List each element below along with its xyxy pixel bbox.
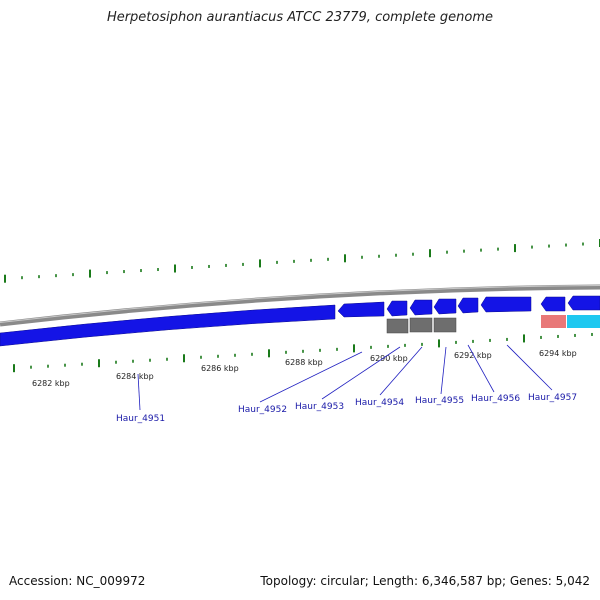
- scale-label: 6288 kbp: [285, 358, 323, 367]
- forward-gene-arrow[interactable]: [409, 299, 433, 316]
- gene-label-line: [440, 346, 447, 395]
- scale-label: 6294 kbp: [539, 349, 577, 358]
- gene-label-line: [321, 346, 401, 400]
- scale-label: 6292 kbp: [454, 351, 492, 360]
- gene-label-line: [379, 346, 423, 396]
- gray-feature-block[interactable]: [409, 317, 433, 333]
- forward-gene-arrow[interactable]: [540, 296, 566, 312]
- inner-tick-track: [13, 332, 593, 373]
- gene-label-line: [137, 373, 141, 411]
- gray-feature-block[interactable]: [386, 318, 409, 334]
- gene-label[interactable]: Haur_4951: [116, 414, 165, 424]
- genome-backbone-highlight: [0, 285, 600, 323]
- outer-tick-track: [4, 239, 600, 283]
- cyan-feature-block[interactable]: [567, 315, 600, 328]
- gene-label[interactable]: Haur_4957: [528, 393, 577, 403]
- genome-backbone-track: [0, 284, 600, 327]
- forward-gene-arrow[interactable]: [457, 297, 479, 314]
- gene-label[interactable]: Haur_4954: [355, 398, 404, 408]
- forward-gene-arrow[interactable]: [337, 301, 385, 318]
- forward-gene-arrow[interactable]: [567, 295, 600, 311]
- forward-gene-arrow[interactable]: [386, 300, 408, 317]
- forward-gene-arrow[interactable]: [433, 298, 457, 315]
- gene-labels: Haur_4951 Haur_4952 Haur_4953 Haur_4954 …: [116, 344, 577, 424]
- feature-track: [0, 295, 600, 347]
- gene-label-line: [259, 351, 363, 403]
- forward-gene-arrow[interactable]: [0, 304, 336, 347]
- gene-label[interactable]: Haur_4952: [238, 405, 287, 415]
- genome-summary-text: Topology: circular; Length: 6,346,587 bp…: [260, 574, 590, 588]
- gene-label[interactable]: Haur_4955: [415, 396, 464, 406]
- accession-text: Accession: NC_009972: [9, 574, 146, 588]
- scale-label: 6286 kbp: [201, 364, 239, 373]
- genome-backbone: [0, 284, 600, 327]
- gene-label[interactable]: Haur_4956: [471, 394, 520, 404]
- gene-label-line: [467, 344, 495, 393]
- genome-title: Herpetosiphon aurantiacus ATCC 23779, co…: [106, 10, 494, 25]
- forward-gene-arrow[interactable]: [480, 296, 532, 313]
- scale-label: 6284 kbp: [116, 372, 154, 381]
- scale-labels: 6282 kbp 6284 kbp 6286 kbp 6288 kbp 6290…: [32, 349, 577, 388]
- scale-label: 6290 kbp: [370, 354, 408, 363]
- gene-label[interactable]: Haur_4953: [295, 402, 344, 412]
- pink-feature-block[interactable]: [541, 315, 566, 328]
- gene-label-line: [506, 344, 553, 391]
- gray-feature-block[interactable]: [433, 317, 457, 333]
- scale-label: 6282 kbp: [32, 379, 70, 388]
